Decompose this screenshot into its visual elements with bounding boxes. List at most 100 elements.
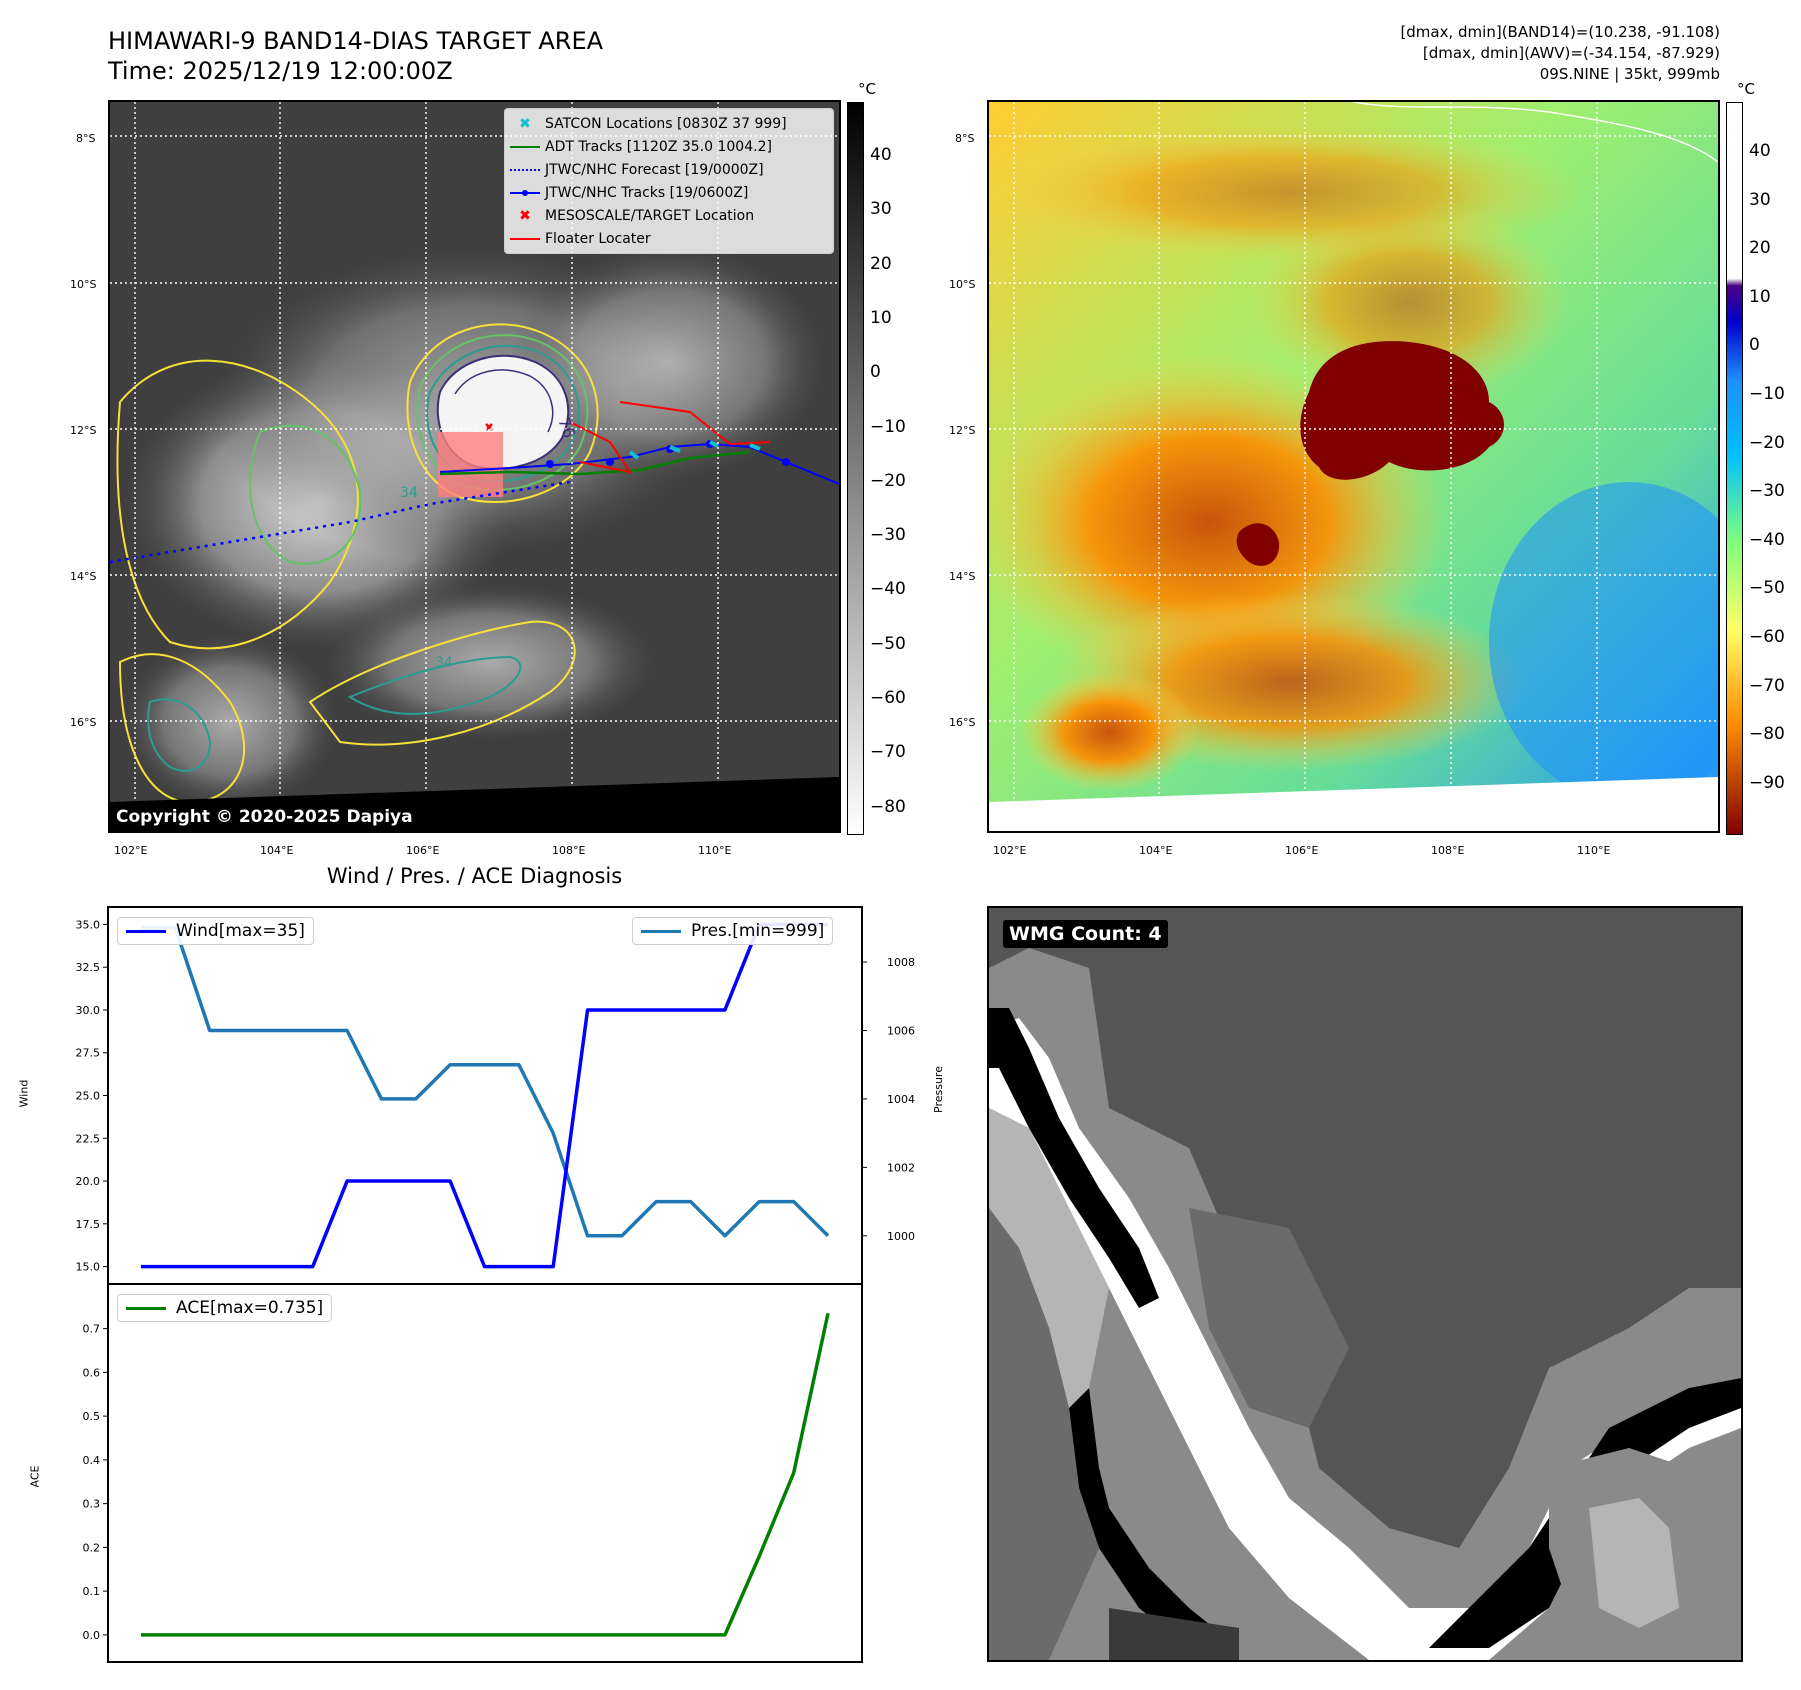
- ir-lon-tick: 106°E: [406, 844, 440, 857]
- x-marker-icon: ✖: [519, 207, 531, 224]
- wind-pres-axes-frame: [107, 906, 863, 1285]
- ir-map-panel: 76 34 34 Copyright © 2020-2025 Dapiya ✖ …: [108, 100, 841, 833]
- ace-axes-frame: [107, 1283, 863, 1663]
- ir-lat-tick: 16°S: [70, 716, 97, 729]
- contour-label-34b: 34: [435, 655, 453, 671]
- colorbar-tick-label: 30: [1749, 189, 1771, 210]
- awv-lon-tick: 102°E: [993, 844, 1027, 857]
- wind-tick-label: 17.5: [76, 1218, 101, 1231]
- colorbar-tick-label: −30: [870, 525, 906, 546]
- pressure-tick-label: 1000: [887, 1230, 915, 1243]
- awv-map-panel: [987, 100, 1720, 833]
- colorbar-tick-label: 0: [870, 362, 881, 383]
- ace-legend: ACE[max=0.735]: [117, 1294, 333, 1322]
- info-storm-status: 09S.NINE | 35kt, 999mb: [1539, 65, 1720, 83]
- awv-map-image: [989, 102, 1718, 831]
- pressure-series-line: [141, 926, 830, 1238]
- ace-legend-line-icon: [126, 1306, 166, 1310]
- colorbar-tick-label: −20: [870, 470, 906, 491]
- wmg-count-label: WMG Count: 4: [1003, 920, 1168, 948]
- x-marker-icon: ✖: [519, 115, 531, 132]
- wind-tick-label: 20.0: [76, 1175, 101, 1188]
- colorbar-tick-label: 10: [870, 307, 892, 328]
- track-legend: ✖ SATCON Locations [0830Z 37 999] ADT Tr…: [504, 108, 834, 254]
- diagnosis-title: Wind / Pres. / ACE Diagnosis: [326, 864, 623, 888]
- contour-label-34a: 34: [400, 485, 418, 501]
- colorbar-tick-label: −60: [1749, 627, 1785, 647]
- wind-tick-label: 32.5: [76, 961, 101, 974]
- pressure-tick-label: 1002: [887, 1161, 915, 1174]
- pres-legend-line-icon: [641, 929, 681, 933]
- dotted-line-icon: [505, 158, 545, 181]
- awv-lat-tick: 10°S: [949, 278, 976, 291]
- ir-lon-tick: 102°E: [114, 844, 148, 857]
- awv-lon-tick: 108°E: [1431, 844, 1465, 857]
- ace-tick-label: 0.5: [83, 1410, 101, 1423]
- line-icon: [505, 227, 545, 250]
- legend-adt: ADT Tracks [1120Z 35.0 1004.2]: [505, 135, 833, 158]
- legend-satcon: ✖ SATCON Locations [0830Z 37 999]: [505, 112, 833, 135]
- ir-lon-tick: 104°E: [260, 844, 294, 857]
- awv-lat-tick: 12°S: [949, 424, 976, 437]
- colorbar-tick-label: −90: [1749, 772, 1785, 793]
- ace-tick-label: 0.6: [83, 1366, 101, 1379]
- awv-colorbar: [1726, 102, 1743, 835]
- pressure-tick-label: 1004: [887, 1093, 915, 1106]
- wind-tick-label: 22.5: [76, 1132, 101, 1145]
- wind-tick-label: 35.0: [76, 918, 101, 931]
- colorbar-tick-label: −70: [870, 742, 906, 763]
- colorbar-tick-label: −80: [870, 796, 906, 817]
- ir-colorbar: [847, 102, 864, 835]
- colorbar-tick-label: 20: [870, 253, 892, 274]
- copyright-label: Copyright © 2020-2025 Dapiya: [112, 805, 417, 829]
- awv-lat-tick: 8°S: [955, 132, 975, 145]
- colorbar-tick-label: −80: [1749, 724, 1785, 745]
- colorbar-tick-label: −60: [870, 688, 906, 708]
- colorbar-tick-label: −70: [1749, 675, 1785, 696]
- wind-tick-label: 27.5: [76, 1047, 101, 1060]
- colorbar-tick-label: −10: [870, 416, 906, 437]
- ace-tick-label: 0.0: [83, 1629, 101, 1642]
- awv-colorbar-unit: °C: [1737, 80, 1755, 98]
- awv-lat-tick: 14°S: [949, 570, 976, 583]
- ir-lat-tick: 12°S: [70, 424, 97, 437]
- info-band14-range: [dmax, dmin](BAND14)=(10.238, -91.108): [1400, 23, 1720, 41]
- ace-tick-label: 0.4: [83, 1454, 101, 1467]
- colorbar-tick-label: 40: [1749, 141, 1771, 161]
- ir-lat-tick: 8°S: [76, 132, 96, 145]
- ace-tick-label: 0.1: [83, 1585, 101, 1598]
- line-dot-icon: [505, 181, 545, 204]
- colorbar-tick-label: −40: [1749, 529, 1785, 550]
- awv-lon-tick: 104°E: [1139, 844, 1173, 857]
- legend-jtwc-tracks: JTWC/NHC Tracks [19/0600Z]: [505, 181, 833, 204]
- ir-lon-tick: 108°E: [552, 844, 586, 857]
- figure-title: HIMAWARI-9 BAND14-DIAS TARGET AREA: [108, 27, 604, 55]
- colorbar-tick-label: 10: [1749, 286, 1771, 307]
- awv-lat-tick: 16°S: [949, 716, 976, 729]
- colorbar-tick-label: 30: [870, 199, 892, 220]
- wind-tick-label: 25.0: [76, 1090, 101, 1103]
- colorbar-tick-label: −50: [1749, 578, 1785, 599]
- ir-colorbar-unit: °C: [858, 80, 876, 98]
- info-awv-range: [dmax, dmin](AWV)=(-34.154, -87.929): [1422, 44, 1720, 62]
- colorbar-tick-label: 40: [870, 145, 892, 165]
- wind-tick-label: 15.0: [76, 1261, 101, 1274]
- legend-jtwc-forecast: JTWC/NHC Forecast [19/0000Z]: [505, 158, 833, 181]
- legend-floater: Floater Locater: [505, 227, 833, 250]
- pressure-tick-label: 1006: [887, 1024, 915, 1037]
- pressure-tick-label: 1008: [887, 956, 915, 969]
- wind-tick-label: 30.0: [76, 1004, 101, 1017]
- colorbar-tick-label: −50: [870, 633, 906, 654]
- line-icon: [505, 135, 545, 158]
- figure-time: Time: 2025/12/19 12:00:00Z: [108, 57, 453, 85]
- ir-lon-tick: 110°E: [698, 844, 732, 857]
- colorbar-tick-label: 20: [1749, 238, 1771, 259]
- wmg-panel: WMG Count: 4: [987, 906, 1743, 1662]
- colorbar-tick-label: −30: [1749, 481, 1785, 502]
- wind-legend: Wind[max=35]: [117, 917, 314, 945]
- ace-tick-label: 0.3: [83, 1498, 101, 1511]
- ir-lat-tick: 14°S: [70, 570, 97, 583]
- wind-legend-line-icon: [126, 929, 166, 933]
- legend-mesoscale: ✖ MESOSCALE/TARGET Location: [505, 204, 833, 227]
